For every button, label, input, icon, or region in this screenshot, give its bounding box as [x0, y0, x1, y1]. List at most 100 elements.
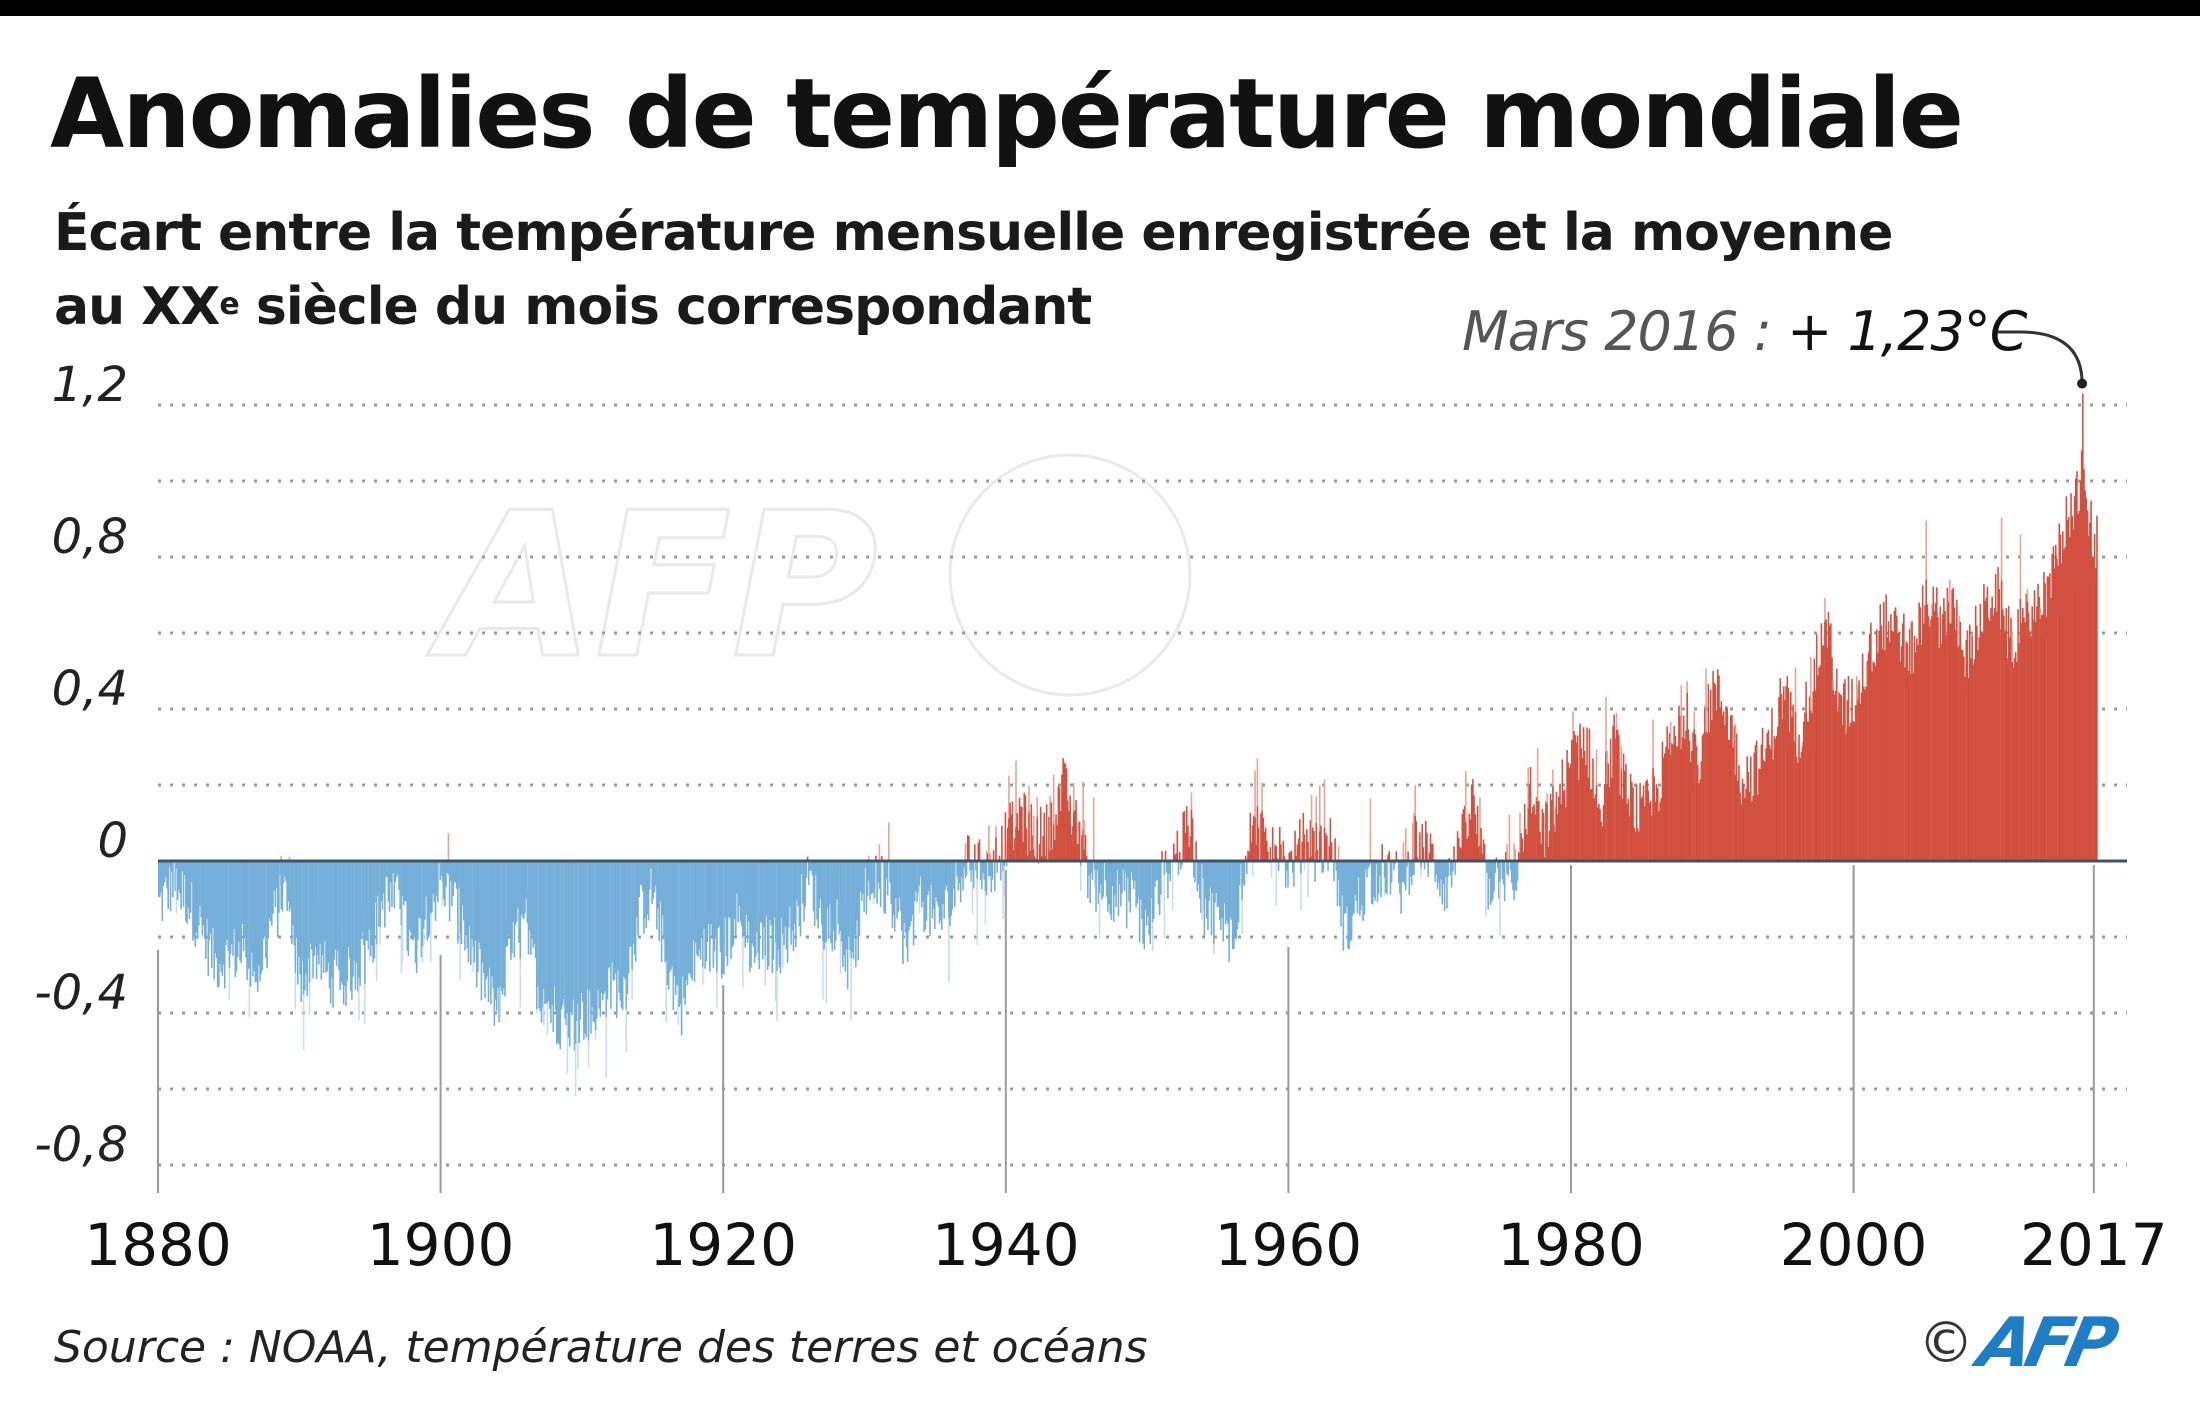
month-bar: [1913, 635, 1916, 861]
month-bar: [795, 861, 797, 948]
month-bar: [368, 861, 371, 930]
month-bar: [787, 861, 790, 928]
month-bar-spike: [1307, 861, 1309, 898]
month-bar: [2056, 558, 2058, 861]
month-bar: [447, 861, 450, 875]
month-bar: [1213, 861, 1215, 945]
month-bar: [289, 861, 292, 909]
month-bar: [1277, 861, 1280, 871]
month-bar: [272, 861, 274, 914]
month-bar: [2090, 500, 2092, 861]
month-bar: [732, 861, 735, 945]
month-bar: [1884, 650, 1886, 861]
month-bar: [964, 861, 967, 879]
month-bar: [1616, 729, 1619, 861]
month-bar: [1112, 861, 1115, 922]
month-bar: [1685, 730, 1687, 861]
month-bar-spike: [1015, 760, 1017, 861]
month-bar-spike: [1251, 861, 1254, 877]
month-bar: [665, 861, 668, 961]
month-bar: [785, 861, 788, 950]
month-bar: [1049, 850, 1051, 861]
month-bar: [1948, 623, 1951, 861]
month-bar: [842, 861, 844, 967]
month-bar: [1466, 838, 1468, 861]
month-bar: [606, 861, 609, 1000]
month-bar: [519, 861, 522, 959]
month-bar: [1731, 714, 1733, 861]
month-bar: [859, 861, 862, 892]
month-bar: [1574, 735, 1577, 861]
x-axis-labels: 1880 1900 1920 1940 1960 1980 2000 2017: [84, 1211, 2167, 1279]
month-bar: [786, 861, 789, 963]
month-bar: [1503, 861, 1506, 902]
month-bar-spike: [918, 861, 921, 914]
month-bar: [1571, 739, 1573, 861]
month-bar: [1121, 861, 1123, 894]
month-bar: [953, 861, 956, 907]
month-bar: [995, 837, 997, 861]
month-bar: [1623, 770, 1626, 861]
month-bar: [922, 861, 924, 902]
month-bar: [1874, 665, 1877, 861]
month-bar: [341, 861, 344, 985]
month-bar: [2066, 519, 2069, 861]
month-bar: [591, 861, 593, 1008]
month-bar: [1134, 861, 1136, 881]
month-bar: [1755, 740, 1758, 861]
month-bar: [482, 861, 485, 974]
month-bar: [1187, 825, 1189, 861]
month-bar: [650, 861, 652, 869]
month-bar: [860, 861, 863, 901]
month-bar: [333, 861, 336, 960]
month-bar: [1702, 733, 1705, 861]
month-bar: [596, 861, 598, 1019]
month-bar: [1373, 861, 1375, 897]
month-bar: [830, 861, 832, 944]
month-bar: [796, 861, 798, 900]
month-bar: [1719, 707, 1721, 861]
month-bar: [558, 861, 560, 1045]
month-bar: [932, 861, 935, 909]
month-bar: [1830, 623, 1832, 861]
month-bar: [637, 861, 639, 936]
month-bar: [872, 861, 875, 893]
month-bar: [2001, 609, 2004, 861]
month-bar: [839, 861, 842, 931]
month-bar: [1715, 710, 1718, 861]
month-bar: [1077, 844, 1080, 861]
month-bar: [1065, 768, 1068, 861]
month-bar: [319, 861, 321, 944]
month-bar: [1300, 861, 1302, 874]
month-bar: [1407, 851, 1409, 861]
month-bar: [1615, 729, 1618, 861]
month-bar: [446, 861, 449, 874]
month-bar: [326, 861, 328, 972]
month-bar: [247, 861, 250, 970]
month-bar: [1753, 752, 1756, 861]
month-bar: [1254, 817, 1256, 861]
month-bar: [1744, 798, 1746, 861]
month-bar: [1158, 861, 1161, 915]
month-bar: [843, 861, 845, 956]
month-bar: [430, 861, 432, 914]
month-bar: [1107, 861, 1109, 912]
month-bar: [895, 861, 897, 899]
month-bar: [853, 861, 856, 935]
month-bar: [273, 861, 275, 891]
month-bar: [1173, 843, 1175, 861]
month-bar: [392, 861, 394, 874]
month-bar: [2076, 471, 2078, 861]
month-bar: [1104, 861, 1107, 881]
month-bar: [594, 861, 597, 1031]
month-bar: [1414, 816, 1416, 861]
month-bar: [260, 861, 263, 974]
month-bar: [1474, 814, 1477, 861]
month-bar: [812, 861, 815, 912]
month-bar: [262, 861, 265, 940]
month-bar: [1835, 668, 1838, 861]
month-bar: [338, 861, 340, 971]
month-bar: [765, 861, 768, 917]
month-bar: [1775, 735, 1778, 861]
month-bar: [598, 861, 600, 1009]
